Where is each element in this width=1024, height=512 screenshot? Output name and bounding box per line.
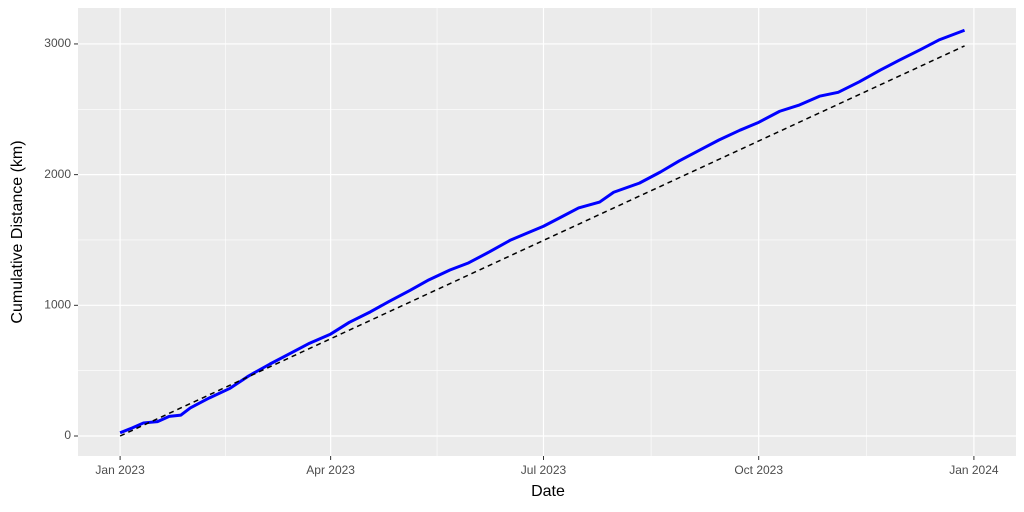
x-tick-label: Jan 2023 — [95, 463, 145, 477]
grid — [78, 8, 1016, 456]
y-axis-title: Cumulative Distance (km) — [9, 140, 26, 323]
marks — [119, 28, 966, 437]
cumulative-line — [119, 28, 966, 435]
x-tick-label: Jan 2024 — [949, 463, 999, 477]
y-tick-label: 1000 — [44, 297, 71, 311]
y-tick-label: 2000 — [44, 167, 71, 181]
y-tick-label: 0 — [64, 428, 71, 442]
plot-panel — [78, 8, 1016, 456]
x-axis-title: Date — [531, 483, 565, 500]
reference-line — [119, 45, 965, 437]
x-tick-label: Oct 2023 — [734, 463, 783, 477]
x-tick-label: Jul 2023 — [521, 463, 567, 477]
y-tick-label: 3000 — [44, 36, 71, 50]
x-tick-label: Apr 2023 — [306, 463, 355, 477]
